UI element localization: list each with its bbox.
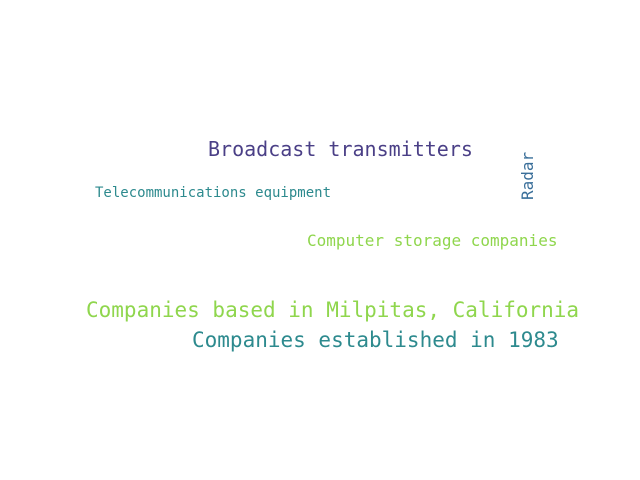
- word-telecommunications-equipment: Telecommunications equipment: [95, 185, 332, 201]
- word-companies-based-in-milpitas: Companies based in Milpitas, California: [86, 298, 580, 322]
- word-computer-storage-companies: Computer storage companies: [307, 231, 558, 250]
- word-companies-established-1983: Companies established in 1983: [192, 328, 559, 352]
- word-broadcast-transmitters: Broadcast transmitters: [208, 137, 473, 161]
- word-radar: Radar: [518, 151, 537, 200]
